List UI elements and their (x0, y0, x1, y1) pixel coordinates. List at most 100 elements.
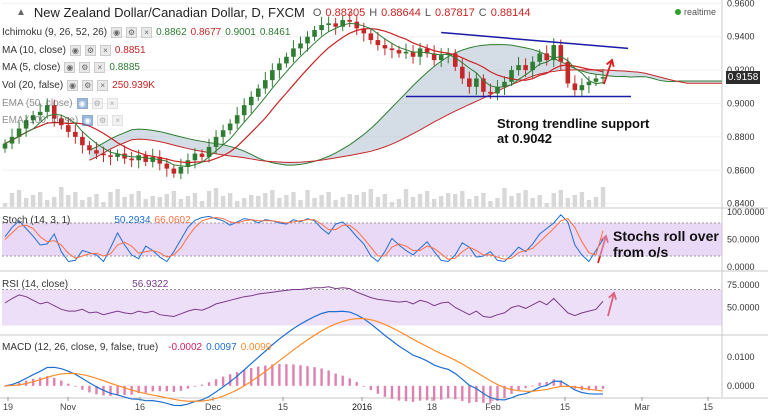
macd-histogram-bar (404, 385, 408, 402)
macd-histogram-bar (594, 385, 598, 390)
macd-histogram-bar (95, 385, 98, 395)
ohlc-value: 0.87817 (435, 6, 475, 19)
macd-histogram-bar (341, 375, 344, 386)
rsi-arrow-head (608, 291, 617, 300)
volume-bar (37, 192, 43, 207)
macd-histogram-bar (439, 385, 443, 400)
close-icon[interactable]: × (106, 97, 118, 109)
visibility-icon[interactable]: ◉ (69, 44, 81, 56)
candle-body (94, 150, 99, 154)
settings-icon[interactable]: ⚙ (82, 79, 94, 91)
settings-icon[interactable]: ⚙ (126, 26, 138, 38)
ohlc-key: C (478, 6, 487, 19)
volume-bar (396, 199, 402, 207)
macd-histogram-bar (228, 374, 232, 386)
volume-bar (171, 191, 177, 207)
candle-body (115, 153, 120, 157)
legend-rsi[interactable]: RSI (14, close) 56.9322 (2, 276, 168, 292)
legend-ichimoku[interactable]: Ichimoku (9, 26, 52, 26) ◉ ⚙ × 0.8862 0.… (2, 24, 290, 40)
macd-histogram-bar (144, 385, 147, 393)
volume-bar (2, 203, 8, 207)
macd-histogram-bar (299, 365, 302, 386)
legend-value: 0.8677 (190, 26, 222, 38)
candle-body (474, 78, 479, 87)
visibility-icon[interactable]: ◉ (64, 61, 76, 73)
macd-histogram-bar (207, 382, 211, 386)
macd-histogram-bar (292, 364, 295, 386)
candle-body (382, 45, 388, 49)
volume-bar (277, 198, 282, 207)
macd-histogram-bar (137, 385, 140, 394)
macd-histogram-bar (496, 385, 499, 401)
legend-ema100[interactable]: EMA (100, close) ◉ ⚙ × (2, 112, 124, 128)
candle-body (333, 23, 338, 27)
x-tick-label: Feb (485, 402, 501, 412)
close-icon[interactable]: × (99, 44, 111, 56)
volume-bar (438, 196, 444, 207)
candle-body (361, 28, 367, 34)
candle-body (73, 131, 78, 137)
close-icon[interactable]: × (141, 26, 153, 38)
macd-histogram-bar (517, 385, 520, 391)
legend-volume[interactable]: Vol (20, false) ◉ ⚙ × 250.939K (2, 77, 155, 93)
close-icon[interactable]: × (97, 79, 109, 91)
x-tick-label: Dec (205, 402, 222, 412)
x-tick-label: 15 (703, 402, 713, 412)
y-tick-label: 0.8400 (727, 199, 755, 209)
volume-bar (460, 191, 465, 207)
candle-body (530, 61, 535, 71)
macd-histogram-bar (559, 380, 562, 386)
settings-icon[interactable]: ⚙ (84, 44, 96, 56)
candle-body (502, 81, 507, 87)
collapse-icon[interactable]: ▲ (16, 7, 26, 18)
candle-body (389, 48, 395, 51)
legend-ma5[interactable]: MA (5, close) ◉ ⚙ × 0.8885 (2, 59, 140, 75)
settings-icon[interactable]: ⚙ (97, 114, 109, 126)
close-icon[interactable]: × (94, 61, 106, 73)
chart-header: ▲ New Zealand Dollar/Canadian Dollar, D,… (16, 5, 531, 20)
visibility-icon[interactable]: ◉ (76, 97, 88, 109)
volume-bar (382, 194, 388, 207)
ohlc-key: O (312, 6, 322, 19)
candle-body (586, 81, 592, 86)
volume-bar (164, 194, 170, 207)
candle-body (537, 53, 542, 62)
candle-body (452, 53, 458, 67)
visibility-icon[interactable]: ◉ (67, 79, 79, 91)
legend-ma10[interactable]: MA (10, close) ◉ ⚙ × 0.8851 (2, 42, 146, 58)
candle-body (495, 86, 500, 94)
legend-macd[interactable]: MACD (12, 26, close, 9, false, true) -0.… (2, 339, 271, 355)
macd-histogram-bar (116, 385, 119, 396)
candle-body (101, 153, 106, 156)
legend-label: MACD (12, 26, close, 9, false, true) (2, 341, 159, 353)
macd-histogram-bar (489, 385, 492, 403)
volume-bar (467, 199, 472, 207)
legend-value: 0.9001 (225, 26, 256, 38)
x-tick-label: Mar (634, 402, 650, 412)
candle-body (213, 136, 219, 147)
settings-icon[interactable]: ⚙ (91, 97, 103, 109)
visibility-icon[interactable]: ◉ (82, 114, 94, 126)
volume-bar (59, 187, 64, 207)
settings-icon[interactable]: ⚙ (79, 61, 91, 73)
y-tick-label: 75.0000 (727, 280, 760, 290)
realtime-indicator: realtime (675, 7, 716, 17)
legend-stoch[interactable]: Stoch (14, 3, 1) 50.2934 66.0602 (2, 212, 191, 228)
candle-body (44, 105, 50, 112)
candle-body (23, 120, 29, 129)
candle-body (312, 30, 317, 37)
legend-ema50[interactable]: EMA (50, close) ◉ ⚙ × (2, 95, 118, 111)
volume-bar (453, 194, 458, 207)
volume-bar (213, 188, 219, 207)
legend-label: MA (10, close) (2, 44, 66, 56)
volume-bar (389, 202, 395, 207)
y-tick-label: 0.9600 (727, 0, 755, 8)
volume-bar (9, 193, 15, 207)
visibility-icon[interactable]: ◉ (111, 26, 123, 38)
candle-body (424, 48, 430, 54)
close-icon[interactable]: × (112, 114, 124, 126)
macd-histogram-bar (285, 364, 288, 386)
macd-histogram-bar (369, 385, 373, 391)
